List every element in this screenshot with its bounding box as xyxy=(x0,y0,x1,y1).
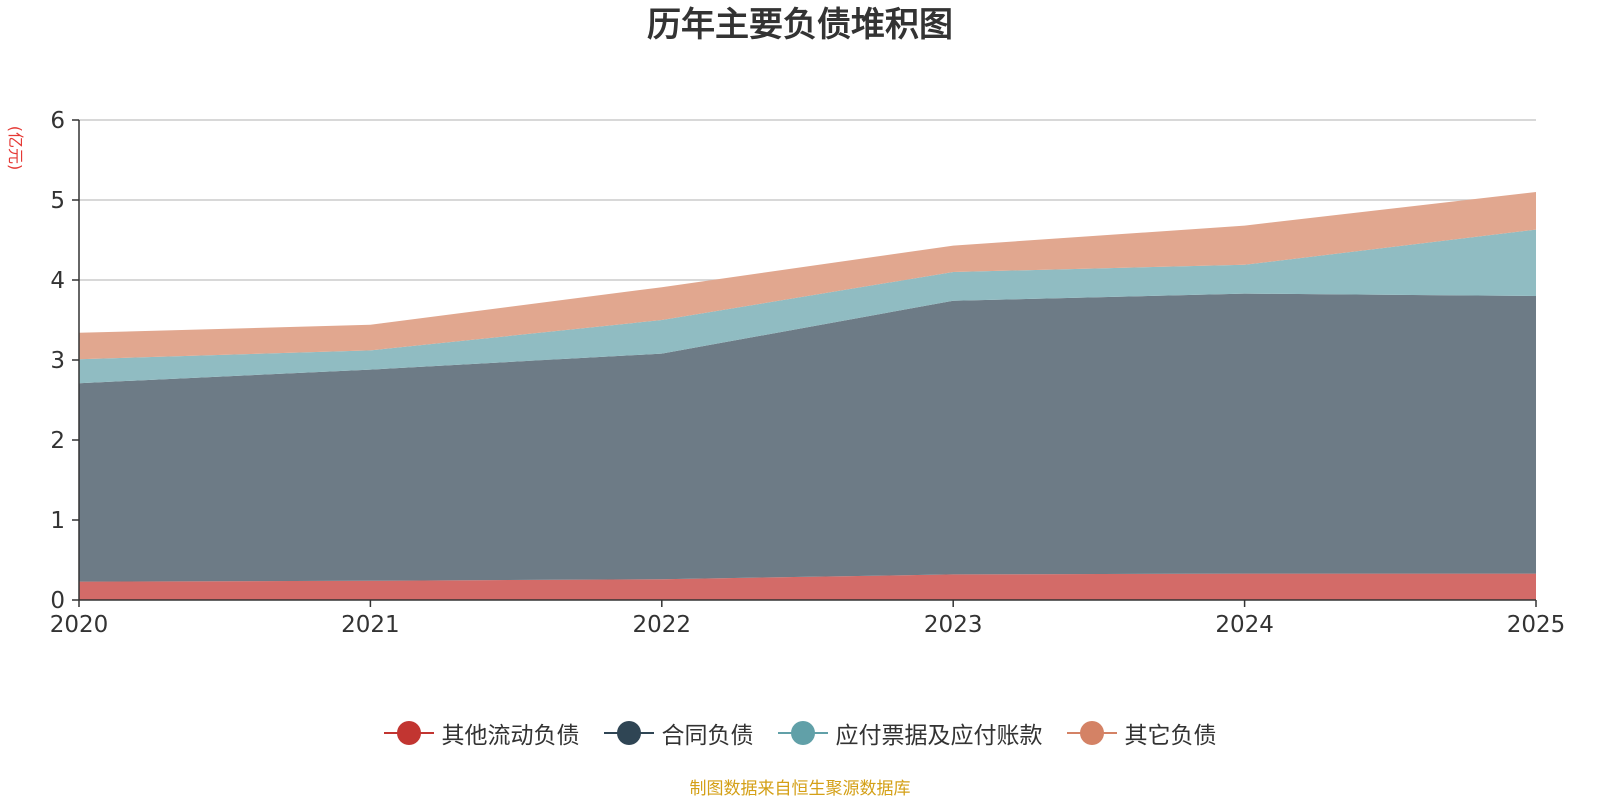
x-tick-label: 2024 xyxy=(1215,612,1274,638)
y-tick-label: 4 xyxy=(50,268,65,294)
legend-item-4[interactable]: 其它负债 xyxy=(1066,716,1217,750)
y-tick-label: 1 xyxy=(50,508,65,534)
legend: 其他流动负债 合同负债 应付票据及应付账款 其它负债 xyxy=(0,716,1600,750)
area-series-4[interactable] xyxy=(79,192,1536,360)
legend-label: 合同负债 xyxy=(661,723,754,749)
legend-marker-icon xyxy=(603,720,654,746)
legend-item-1[interactable]: 其他流动负债 xyxy=(383,716,580,750)
x-tick-label: 2025 xyxy=(1507,612,1566,638)
y-tick-label: 6 xyxy=(50,108,65,134)
legend-marker-icon xyxy=(1066,720,1117,746)
legend-dot xyxy=(396,721,421,745)
area-series-3[interactable] xyxy=(79,229,1536,384)
area-series-1[interactable] xyxy=(79,573,1536,600)
legend-marker-icon xyxy=(383,720,434,746)
legend-item-3[interactable]: 应付票据及应付账款 xyxy=(777,716,1043,750)
legend-dot xyxy=(1079,721,1104,745)
legend-label: 其他流动负债 xyxy=(441,723,580,749)
chart-title: 历年主要负债堆积图 xyxy=(647,5,953,45)
y-tick-label: 3 xyxy=(50,348,65,374)
chart-plot-area: 0 1 2 3 4 5 6 2020 2021 2022 2023 2024 2025 xyxy=(50,108,1566,638)
y-tick-label: 5 xyxy=(50,188,65,214)
x-tick-label: 2022 xyxy=(633,612,692,638)
y-tick-label: 2 xyxy=(50,428,65,454)
x-tick-label: 2023 xyxy=(924,612,983,638)
y-tick-label: 0 xyxy=(50,588,65,614)
stacked-areas xyxy=(79,192,1536,600)
x-tick-label: 2021 xyxy=(341,612,400,638)
legend-label: 应付票据及应付账款 xyxy=(835,723,1043,749)
data-source-note: 制图数据来自恒生聚源数据库 xyxy=(689,779,911,799)
legend-item-2[interactable]: 合同负债 xyxy=(603,716,754,750)
legend-label: 其它负债 xyxy=(1124,723,1217,749)
legend-dot xyxy=(616,721,641,745)
legend-dot xyxy=(790,721,815,745)
axes: 0 1 2 3 4 5 6 2020 2021 2022 2023 2024 2025 xyxy=(50,108,1566,638)
legend-marker-icon xyxy=(777,720,828,746)
x-tick-label: 2020 xyxy=(50,612,109,638)
